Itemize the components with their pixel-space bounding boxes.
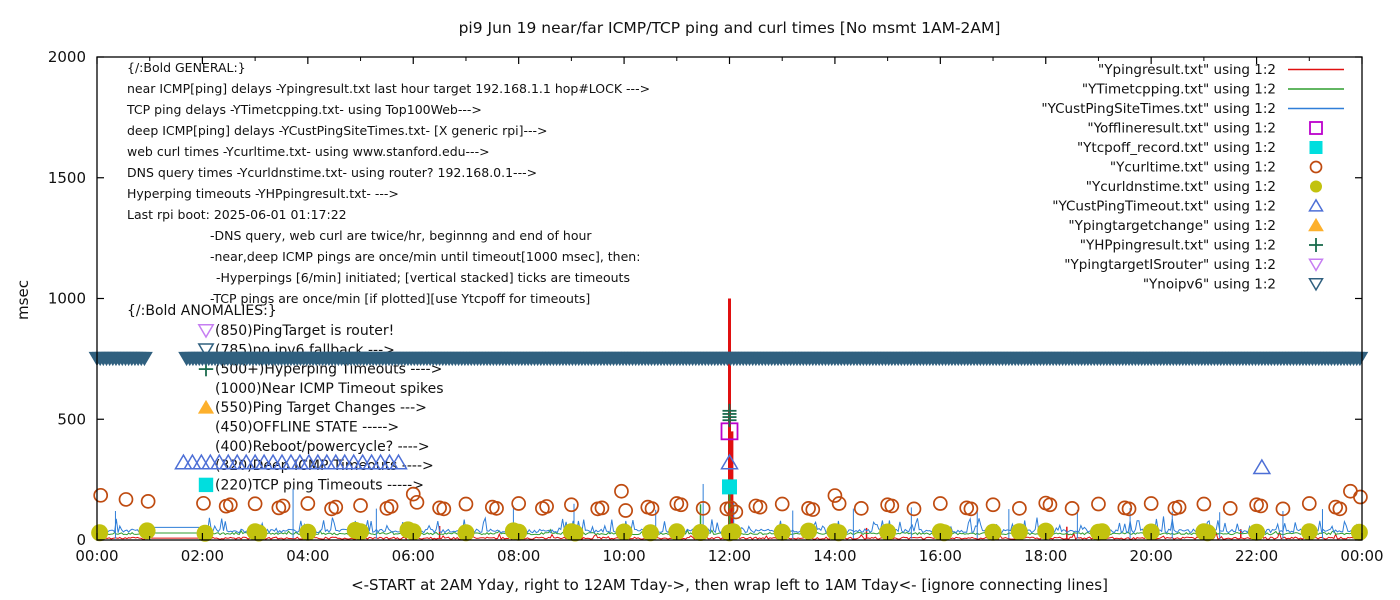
- svg-text:16:00: 16:00: [919, 547, 962, 565]
- svg-text:"YCustPingSiteTimes.txt" using: "YCustPingSiteTimes.txt" using 1:2: [1041, 101, 1276, 117]
- series-YCustPingTimeout.txt: [174, 453, 1272, 475]
- svg-text:"Yofflineresult.txt" using 1:2: "Yofflineresult.txt" using 1:2: [1087, 121, 1276, 137]
- svg-text:DNS query times -Ycurldnstime.: DNS query times -Ycurldnstime.txt- using…: [127, 165, 537, 180]
- svg-text:-TCP pings are once/min [if pl: -TCP pings are once/min [if plotted][use…: [210, 291, 590, 306]
- svg-text:(450)OFFLINE STATE ----->: (450)OFFLINE STATE ----->: [215, 420, 399, 436]
- legend-entry: "YpingtargetISrouter" using 1:2: [1064, 257, 1324, 273]
- svg-text:500: 500: [57, 410, 86, 428]
- svg-text:12:00: 12:00: [708, 547, 751, 565]
- svg-text:Hyperping timeouts -YHPpingres: Hyperping timeouts -YHPpingresult.txt- -…: [127, 186, 399, 201]
- svg-text:deep ICMP[ping] delays -YCustP: deep ICMP[ping] delays -YCustPingSiteTim…: [127, 123, 548, 138]
- svg-text:"Ycurldnstime.txt" using 1:2: "Ycurldnstime.txt" using 1:2: [1086, 179, 1276, 195]
- legend: "Ypingresult.txt" using 1:2 "YTimetcpping…: [1041, 62, 1344, 293]
- svg-text:20:00: 20:00: [1130, 547, 1173, 565]
- svg-text:"Ynoipv6" using 1:2: "Ynoipv6" using 1:2: [1143, 277, 1276, 293]
- svg-text:00:00: 00:00: [75, 547, 118, 565]
- svg-text:08:00: 08:00: [497, 547, 540, 565]
- svg-text:18:00: 18:00: [1024, 547, 1067, 565]
- legend-entry: "YHPpingresult.txt" using 1:2: [1080, 238, 1323, 254]
- svg-text:"Ycurltime.txt" using 1:2: "Ycurltime.txt" using 1:2: [1110, 160, 1276, 176]
- svg-text:{/:Bold ANOMALIES:}: {/:Bold ANOMALIES:}: [127, 303, 277, 319]
- legend-entry: "Ytcpoff_record.txt" using 1:2: [1077, 140, 1323, 156]
- legend-entry: "YCustPingSiteTimes.txt" using 1:2: [1041, 101, 1344, 117]
- svg-text:web curl times -Ycurltime.txt-: web curl times -Ycurltime.txt- using www…: [127, 144, 490, 159]
- legend-entry: "Ycurltime.txt" using 1:2: [1110, 160, 1323, 176]
- legend-entry: "YTimetcpping.txt" using 1:2: [1082, 82, 1344, 98]
- svg-text:(220)TCP ping Timeouts ----->: (220)TCP ping Timeouts ----->: [215, 477, 424, 493]
- svg-text:(1000)Near ICMP Timeout spikes: (1000)Near ICMP Timeout spikes: [215, 381, 444, 397]
- svg-text:TCP ping delays -YTimetcpping.: TCP ping delays -YTimetcpping.txt- using…: [126, 102, 482, 117]
- svg-text:"YCustPingTimeout.txt" using 1: "YCustPingTimeout.txt" using 1:2: [1052, 199, 1276, 215]
- chart-title: pi9 Jun 19 near/far ICMP/TCP ping and cu…: [458, 19, 1001, 37]
- svg-text:"Ypingtargetchange" using 1:2: "Ypingtargetchange" using 1:2: [1068, 218, 1276, 234]
- svg-text:"YHPpingresult.txt" using 1:2: "YHPpingresult.txt" using 1:2: [1080, 238, 1276, 254]
- axes: 00:00 02:00 04:00 06:00 08:00 10:00 12:00 14:00…: [14, 48, 1384, 565]
- legend-entry: "Ynoipv6" using 1:2: [1143, 277, 1324, 293]
- svg-text:"YTimetcpping.txt" using 1:2: "YTimetcpping.txt" using 1:2: [1082, 82, 1276, 98]
- noipv6-band: [88, 351, 1369, 367]
- svg-text:0: 0: [76, 531, 86, 549]
- series-Ytcpoff_record.txt: [722, 479, 737, 495]
- svg-text:-Hyperpings [6/min] initiated;: -Hyperpings [6/min] initiated; [vertical…: [216, 270, 630, 285]
- x-axis-label: <-START at 2AM Yday, right to 12AM Tday-…: [351, 576, 1108, 594]
- legend-entry: "Yofflineresult.txt" using 1:2: [1087, 121, 1323, 137]
- scatter-series: [91, 403, 1368, 542]
- svg-text:-near,deep ICMP pings are once: -near,deep ICMP pings are once/min until…: [210, 249, 640, 264]
- svg-text:04:00: 04:00: [286, 547, 329, 565]
- svg-text:"YpingtargetISrouter" using 1:: "YpingtargetISrouter" using 1:2: [1064, 257, 1276, 273]
- svg-text:22:00: 22:00: [1235, 547, 1278, 565]
- y-axis-label: msec: [14, 280, 32, 320]
- svg-text:1500: 1500: [48, 169, 86, 187]
- svg-text:-DNS query, web curl are twice: -DNS query, web curl are twice/hr, begin…: [210, 228, 592, 243]
- series-Ynoipv6: [88, 351, 1369, 367]
- svg-text:Last rpi boot: 2025-06-01 01:1: Last rpi boot: 2025-06-01 01:17:22: [127, 207, 347, 222]
- svg-text:1000: 1000: [48, 290, 86, 308]
- svg-text:06:00: 06:00: [392, 547, 435, 565]
- svg-text:00:00: 00:00: [1340, 547, 1383, 565]
- series-YHPpingresult.txt: [722, 403, 737, 428]
- svg-text:2000: 2000: [48, 48, 86, 66]
- legend-entry: "Ycurldnstime.txt" using 1:2: [1086, 179, 1322, 195]
- svg-text:10:00: 10:00: [602, 547, 645, 565]
- svg-text:{/:Bold GENERAL:}: {/:Bold GENERAL:}: [127, 60, 246, 75]
- svg-text:"Ytcpoff_record.txt" using 1:2: "Ytcpoff_record.txt" using 1:2: [1077, 140, 1276, 156]
- legend-entry: "Ypingresult.txt" using 1:2: [1098, 62, 1344, 78]
- legend-entry: "Ypingtargetchange" using 1:2: [1068, 217, 1324, 234]
- legend-entry: "YCustPingTimeout.txt" using 1:2: [1052, 198, 1324, 215]
- svg-text:14:00: 14:00: [813, 547, 856, 565]
- plot-annotations: {/:Bold GENERAL:} near ICMP[ping] delays …: [126, 60, 650, 493]
- svg-text:near ICMP[ping] delays -Ypingr: near ICMP[ping] delays -Ypingresult.txt …: [127, 81, 650, 96]
- series-Ycurltime.txt: [93, 483, 1368, 520]
- svg-text:"Ypingresult.txt" using 1:2: "Ypingresult.txt" using 1:2: [1098, 62, 1276, 78]
- svg-text:(850)PingTarget is router!: (850)PingTarget is router!: [215, 323, 394, 339]
- series-Ycurldnstime.txt: [91, 521, 1368, 542]
- svg-text:(550)Ping Target Changes --->: (550)Ping Target Changes --->: [215, 400, 427, 416]
- svg-text:(400)Reboot/powercycle? ---->: (400)Reboot/powercycle? ---->: [215, 439, 430, 455]
- svg-text:02:00: 02:00: [181, 547, 224, 565]
